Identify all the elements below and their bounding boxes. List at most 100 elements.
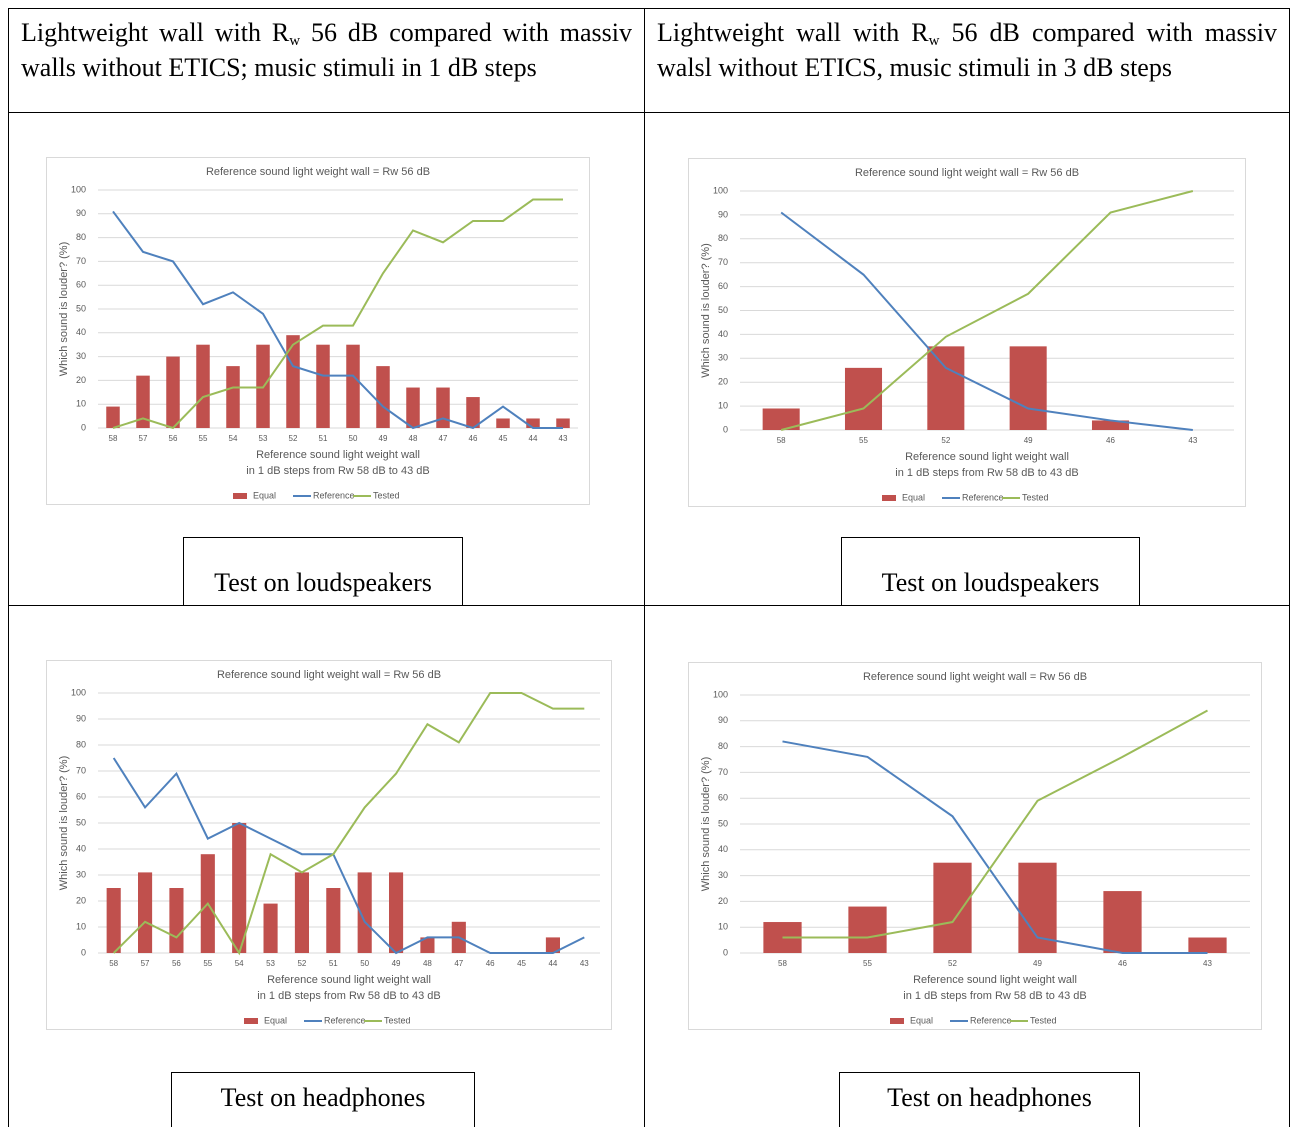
- chart-title: Reference sound light weight wall = Rw 5…: [863, 671, 1087, 683]
- legend-label: Reference: [962, 492, 1004, 502]
- y-tick-label: 20: [76, 895, 86, 905]
- y-tick-label: 60: [718, 793, 728, 803]
- bar: [933, 862, 972, 953]
- bar: [1103, 891, 1142, 953]
- bar: [927, 346, 965, 430]
- header-cell: Lightweight wall with Rw 56 dB compared …: [9, 9, 644, 91]
- x-tick-label: 47: [454, 959, 463, 968]
- legend-label: Tested: [384, 1015, 411, 1025]
- y-tick-label: 90: [76, 713, 86, 723]
- bar: [844, 367, 883, 430]
- y-tick-label: 0: [81, 947, 86, 957]
- y-axis-label: Which sound is louder? (%): [58, 242, 70, 377]
- x-tick-label: 46: [486, 959, 495, 968]
- y-tick-label: 10: [718, 400, 728, 410]
- bar: [196, 344, 210, 428]
- y-tick-label: 80: [718, 233, 728, 243]
- y-tick-label: 40: [76, 843, 86, 853]
- bar: [357, 872, 372, 953]
- x-tick-label: 46: [1106, 436, 1115, 445]
- y-tick-label: 60: [76, 791, 86, 801]
- x-tick-label: 55: [863, 959, 872, 968]
- caption: Test on headphones: [220, 1083, 426, 1112]
- bar: [232, 823, 247, 953]
- bar: [848, 906, 887, 953]
- x-tick-label: 48: [423, 959, 432, 968]
- bar: [545, 937, 560, 953]
- y-tick-label: 100: [71, 184, 86, 194]
- y-tick-label: 30: [718, 353, 728, 363]
- chart-title: Reference sound light weight wall = Rw 5…: [206, 166, 430, 178]
- caption: Test on loudspeakers: [881, 568, 1100, 597]
- y-tick-label: 10: [718, 922, 728, 932]
- x-tick-label: 46: [1118, 959, 1127, 968]
- x-axis-label: Reference sound light weight wall: [913, 974, 1077, 986]
- x-tick-label: 56: [172, 959, 181, 968]
- x-tick-label: 55: [859, 436, 868, 445]
- y-tick-label: 30: [76, 869, 86, 879]
- x-tick-label: 49: [392, 959, 401, 968]
- header-text: Lightweight wall with R: [657, 18, 929, 47]
- y-tick-label: 20: [76, 375, 86, 385]
- caption-box: Test on loudspeakers: [841, 537, 1140, 605]
- bar: [526, 418, 540, 428]
- x-tick-label: 55: [203, 959, 212, 968]
- line: [112, 198, 563, 430]
- bar: [106, 406, 120, 428]
- y-tick-label: 70: [76, 765, 86, 775]
- x-tick-label: 47: [439, 434, 448, 443]
- x-tick-label: 57: [141, 959, 150, 968]
- line: [780, 190, 1194, 431]
- x-axis-label: in 1 dB steps from Rw 58 dB to 43 dB: [246, 465, 429, 477]
- chart-frame: [46, 157, 590, 505]
- y-tick-label: 30: [718, 870, 728, 880]
- line: [112, 692, 585, 956]
- header-sub: w: [928, 33, 940, 49]
- caption: Test on headphones: [887, 1083, 1092, 1112]
- y-tick-label: 100: [713, 185, 728, 195]
- x-tick-label: 44: [529, 434, 538, 443]
- line: [112, 210, 563, 430]
- y-tick-label: 90: [76, 208, 86, 218]
- x-tick-label: 52: [297, 959, 306, 968]
- chart-title: Reference sound light weight wall = Rw 5…: [217, 669, 441, 681]
- legend-label: Tested: [1030, 1015, 1057, 1025]
- x-tick-label: 49: [379, 434, 388, 443]
- bar: [466, 397, 480, 428]
- x-tick-label: 52: [948, 959, 957, 968]
- x-tick-label: 48: [409, 434, 418, 443]
- legend-swatch: [890, 1018, 904, 1024]
- header-text: 56 dB compared with massiv walsl without…: [657, 18, 1278, 82]
- legend-label: Equal: [264, 1015, 287, 1025]
- y-tick-label: 70: [76, 256, 86, 266]
- y-tick-label: 10: [76, 399, 86, 409]
- table-border: [8, 8, 9, 1127]
- x-tick-label: 55: [199, 434, 208, 443]
- y-tick-label: 80: [76, 232, 86, 242]
- bar: [762, 408, 800, 430]
- bar: [556, 418, 570, 428]
- x-tick-label: 51: [319, 434, 328, 443]
- x-tick-label: 49: [1033, 959, 1042, 968]
- chart-frame: [688, 158, 1246, 507]
- caption-box: Test on loudspeakers: [183, 537, 463, 605]
- caption: Test on loudspeakers: [214, 568, 432, 597]
- bar: [346, 344, 360, 428]
- bar: [226, 366, 240, 428]
- bar: [1188, 937, 1227, 953]
- legend-label: Reference: [324, 1015, 366, 1025]
- x-tick-label: 52: [289, 434, 298, 443]
- chart: Reference sound light weight wall = Rw 5…: [688, 158, 1246, 507]
- x-tick-label: 58: [778, 959, 787, 968]
- y-tick-label: 0: [723, 424, 728, 434]
- x-tick-label: 45: [499, 434, 508, 443]
- y-axis-label: Which sound is louder? (%): [700, 243, 712, 378]
- x-axis-label: Reference sound light weight wall: [267, 974, 431, 986]
- bar: [496, 418, 510, 428]
- x-tick-label: 53: [266, 959, 275, 968]
- y-tick-label: 50: [718, 818, 728, 828]
- legend-label: Equal: [253, 490, 276, 500]
- x-axis-label: in 1 dB steps from Rw 58 dB to 43 dB: [903, 990, 1086, 1002]
- x-axis-label: Reference sound light weight wall: [905, 451, 1069, 463]
